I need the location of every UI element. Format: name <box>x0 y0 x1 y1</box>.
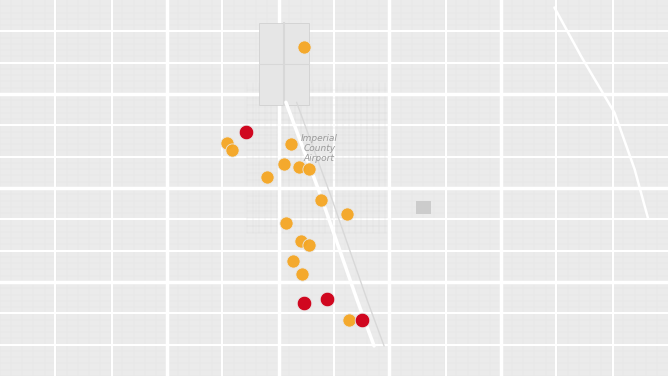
Point <box>293 164 304 170</box>
Point <box>240 129 251 135</box>
Point <box>344 317 355 323</box>
Point <box>315 197 326 203</box>
Point <box>227 147 238 153</box>
Point <box>285 141 296 147</box>
Point <box>299 44 309 50</box>
Point <box>297 271 307 277</box>
Text: Imperial
County
Airport: Imperial County Airport <box>301 133 338 164</box>
Point <box>304 242 315 248</box>
Point <box>322 296 333 302</box>
Point <box>262 174 273 180</box>
Point <box>304 166 315 172</box>
Bar <box>416 201 431 214</box>
Point <box>281 220 291 226</box>
Point <box>222 140 232 146</box>
Point <box>287 258 298 264</box>
Point <box>357 317 367 323</box>
Point <box>295 238 306 244</box>
Point <box>299 300 309 306</box>
Point <box>279 161 289 167</box>
Point <box>342 211 353 217</box>
Bar <box>259 23 309 105</box>
